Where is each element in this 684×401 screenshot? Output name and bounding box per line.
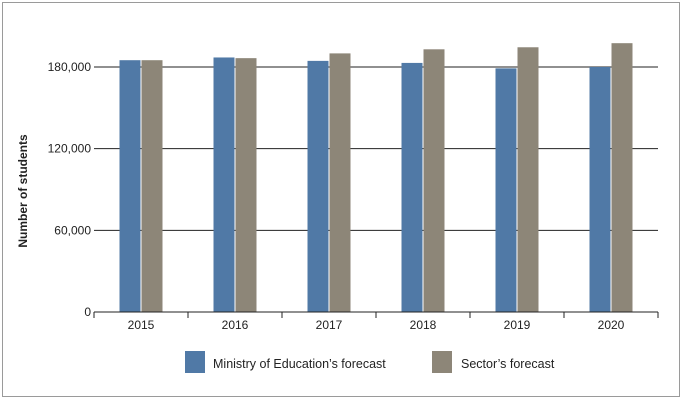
bar-ministry-2017 (307, 60, 329, 312)
legend-label-sector: Sector’s forecast (461, 357, 555, 371)
legend-label-ministry: Ministry of Education’s forecast (213, 357, 386, 371)
x-tick-label: 2018 (410, 318, 437, 332)
bar-sector-2019 (517, 47, 539, 313)
bar-sector-2020 (611, 43, 633, 313)
legend-swatch-ministry (185, 351, 205, 373)
x-tick-label: 2016 (222, 318, 249, 332)
x-tick-label: 2019 (504, 318, 531, 332)
bar-sector-2017 (329, 53, 351, 313)
gridlines (94, 66, 658, 231)
bar-sector-2016 (235, 58, 257, 313)
y-axis-title: Number of students (16, 134, 30, 248)
bar-sector-2018 (423, 49, 445, 313)
x-tick-label: 2017 (316, 318, 343, 332)
y-axis: 0 60,000 120,000 180,000 (48, 60, 92, 319)
bar-ministry-2020 (589, 67, 611, 312)
y-tick-label: 120,000 (48, 142, 92, 156)
x-tick-label: 2020 (598, 318, 625, 332)
y-tick-label: 180,000 (48, 60, 92, 74)
bar-ministry-2018 (401, 62, 423, 312)
bar-ministry-2015 (119, 60, 141, 312)
x-axis: 2015 2016 2017 2018 2019 2020 (93, 311, 659, 332)
bar-ministry-2016 (213, 57, 235, 312)
bar-sector-2015 (141, 60, 163, 312)
y-tick-label: 0 (84, 305, 91, 319)
legend-swatch-sector (432, 351, 452, 373)
x-tick-label: 2015 (128, 318, 155, 332)
bar-ministry-2019 (495, 68, 517, 312)
legend: Ministry of Education’s forecast Sector’… (185, 351, 555, 373)
y-tick-label: 60,000 (54, 223, 91, 237)
bars (119, 43, 633, 313)
